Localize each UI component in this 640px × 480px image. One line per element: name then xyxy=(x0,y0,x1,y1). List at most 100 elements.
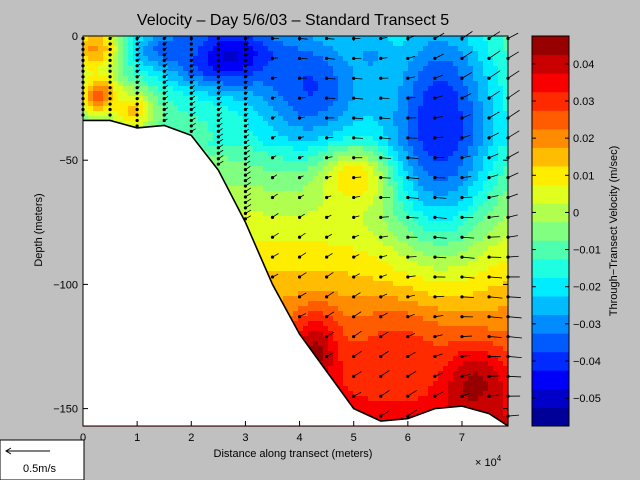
contour-cell xyxy=(388,411,394,417)
contour-cell xyxy=(298,256,304,262)
contour-cell xyxy=(298,326,304,332)
contour-cell xyxy=(293,41,299,47)
contour-cell xyxy=(373,141,379,147)
contour-cell xyxy=(178,41,184,47)
contour-cell xyxy=(383,361,389,367)
contour-cell xyxy=(368,191,374,197)
contour-cell xyxy=(253,171,259,177)
contour-cell xyxy=(223,176,229,182)
contour-cell xyxy=(298,46,304,52)
contour-cell xyxy=(138,76,144,82)
contour-cell xyxy=(353,276,359,282)
contour-cell xyxy=(163,121,169,127)
contour-cell xyxy=(373,231,379,237)
contour-cell xyxy=(118,76,124,82)
contour-cell xyxy=(323,271,329,277)
contour-cell xyxy=(358,156,364,162)
contour-cell xyxy=(363,146,369,152)
contour-cell xyxy=(203,36,209,42)
contour-cell xyxy=(318,246,324,252)
contour-cell xyxy=(263,226,269,232)
contour-cell xyxy=(263,81,269,87)
contour-cell xyxy=(83,56,89,62)
contour-cell xyxy=(363,221,369,227)
contour-cell xyxy=(368,71,374,77)
contour-cell xyxy=(98,61,104,67)
contour-cell xyxy=(143,101,149,107)
contour-cell xyxy=(218,136,224,142)
contour-cell xyxy=(363,156,369,162)
contour-cell xyxy=(303,226,309,232)
contour-cell xyxy=(193,111,199,117)
contour-cell xyxy=(353,246,359,252)
contour-cell xyxy=(313,341,319,347)
contour-cell xyxy=(383,171,389,177)
contour-cell xyxy=(183,56,189,62)
contour-cell xyxy=(383,321,389,327)
contour-cell xyxy=(373,181,379,187)
contour-cell xyxy=(228,81,234,87)
contour-cell xyxy=(288,226,294,232)
contour-cell xyxy=(368,286,374,292)
contour-cell xyxy=(303,271,309,277)
contour-cell xyxy=(393,286,399,292)
contour-cell xyxy=(183,81,189,87)
contour-cell xyxy=(328,41,334,47)
contour-cell xyxy=(358,276,364,282)
contour-cell xyxy=(293,56,299,62)
contour-cell xyxy=(308,186,314,192)
contour-cell xyxy=(343,146,349,152)
contour-cell xyxy=(258,96,264,102)
contour-cell xyxy=(303,251,309,257)
contour-cell xyxy=(298,126,304,132)
contour-cell xyxy=(323,241,329,247)
contour-cell xyxy=(283,36,289,42)
contour-cell xyxy=(168,56,174,62)
contour-cell xyxy=(233,76,239,82)
contour-cell xyxy=(328,371,334,377)
contour-cell xyxy=(388,36,394,42)
contour-cell xyxy=(268,256,274,262)
contour-cell xyxy=(313,86,319,92)
contour-cell xyxy=(253,101,259,107)
contour-cell xyxy=(88,96,94,102)
contour-cell xyxy=(243,186,249,192)
contour-cell xyxy=(198,46,204,52)
contour-cell xyxy=(398,156,404,162)
contour-cell xyxy=(233,86,239,92)
contour-cell xyxy=(208,61,214,67)
contour-cell xyxy=(388,311,394,317)
contour-cell xyxy=(383,41,389,47)
contour-cell xyxy=(323,256,329,262)
contour-cell xyxy=(303,51,309,57)
contour-cell xyxy=(128,56,134,62)
contour-cell xyxy=(373,111,379,117)
contour-cell xyxy=(248,201,254,207)
contour-cell xyxy=(228,181,234,187)
contour-cell xyxy=(303,331,309,337)
contour-cell xyxy=(123,71,129,77)
contour-cell xyxy=(143,36,149,42)
contour-cell xyxy=(358,106,364,112)
contour-cell xyxy=(193,126,199,132)
contour-cell xyxy=(343,151,349,157)
contour-cell xyxy=(383,386,389,392)
contour-cell xyxy=(198,36,204,42)
contour-cell xyxy=(183,126,189,132)
contour-cell xyxy=(208,96,214,102)
contour-cell xyxy=(233,41,239,47)
contour-cell xyxy=(103,46,109,52)
contour-cell xyxy=(313,196,319,202)
contour-cell xyxy=(308,156,314,162)
contour-cell xyxy=(178,91,184,97)
contour-cell xyxy=(268,196,274,202)
contour-cell xyxy=(118,66,124,72)
contour-cell xyxy=(328,211,334,217)
contour-cell xyxy=(313,166,319,172)
contour-cell xyxy=(383,406,389,412)
contour-cell xyxy=(263,111,269,117)
contour-cell xyxy=(348,146,354,152)
contour-cell xyxy=(263,136,269,142)
contour-cell xyxy=(313,261,319,267)
contour-cell xyxy=(343,41,349,47)
